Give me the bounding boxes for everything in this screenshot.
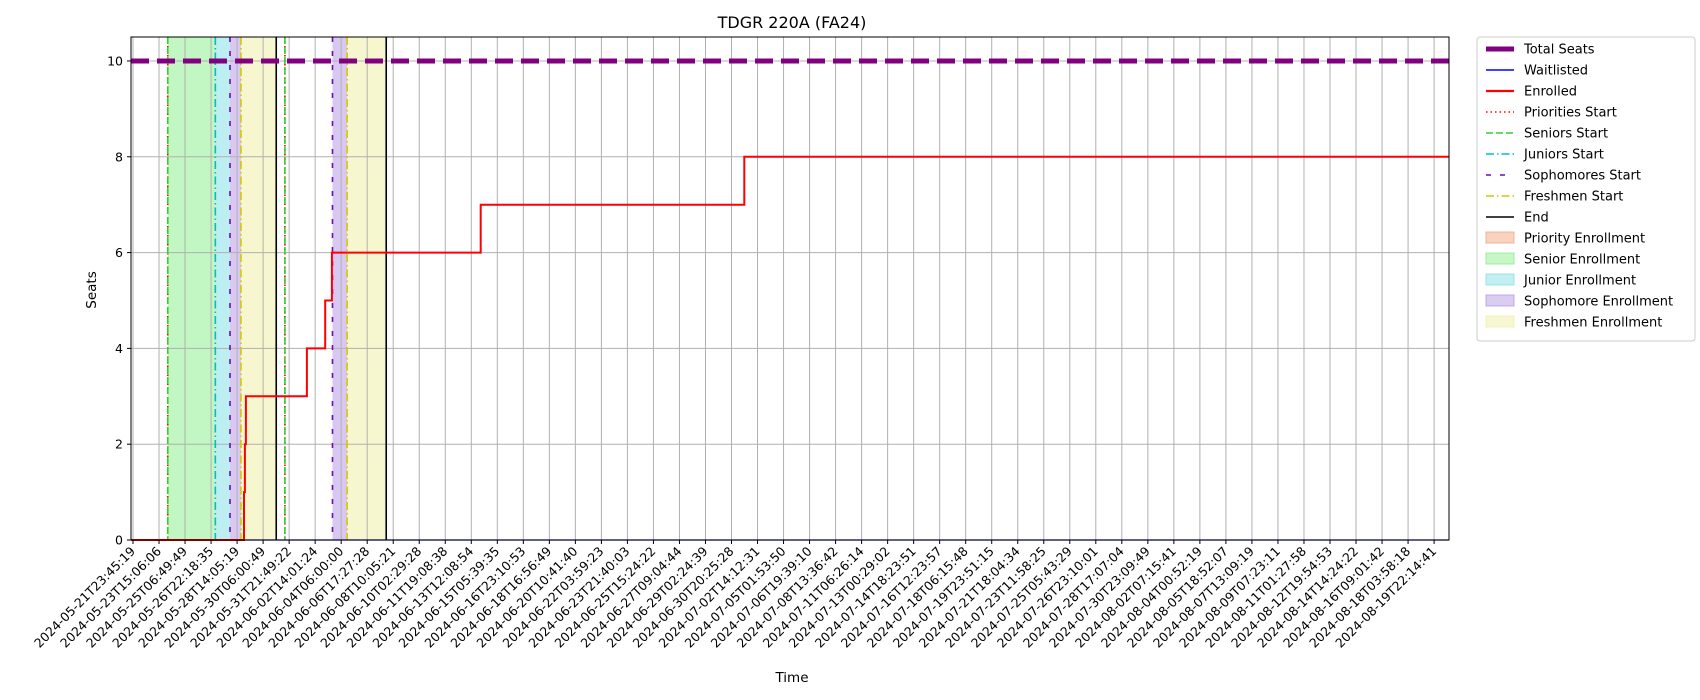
legend-label-end: End (1524, 211, 1549, 226)
legend-label-waitlisted: Waitlisted (1524, 64, 1588, 79)
region-freshmen-enrollment-0 (240, 37, 277, 540)
legend-label-seniors-start: Seniors Start (1524, 127, 1608, 142)
x-axis-title: Time (774, 670, 808, 686)
grid-lines (131, 37, 1449, 541)
legend-swatch-senior-enrollment (1485, 252, 1515, 265)
y-tick-label-0: 0 (115, 533, 123, 548)
legend-label-priority-enrollment: Priority Enrollment (1524, 232, 1645, 247)
legend-swatch-sophomore-enrollment (1485, 294, 1515, 307)
region-senior-enrollment-0 (167, 37, 216, 540)
y-tick-label-2: 2 (115, 437, 123, 452)
enrollment-regions (167, 37, 387, 540)
y-tick-label-4: 4 (115, 341, 123, 356)
legend-swatch-freshmen-enrollment (1485, 315, 1515, 328)
legend: Total Seats Waitlisted Enrolled Priorities … (1476, 36, 1696, 342)
y-axis-ticks: 0 2 4 6 8 10 (107, 53, 131, 548)
y-tick-label-8: 8 (115, 149, 123, 164)
legend-label-sophomore-enrollment: Sophomore Enrollment (1524, 295, 1673, 310)
legend-label-junior-enrollment: Junior Enrollment (1523, 274, 1636, 289)
chart-title: TDGR 220A (FA24) (717, 13, 867, 32)
legend-label-enrolled: Enrolled (1524, 85, 1577, 100)
data-series (131, 58, 1449, 541)
region-freshmen-enrollment-1 (347, 37, 387, 540)
y-tick-label-10: 10 (107, 53, 123, 68)
region-junior-enrollment-0 (215, 37, 230, 540)
legend-swatch-priority-enrollment (1485, 231, 1515, 244)
region-sophomore-enrollment-0 (229, 37, 241, 540)
legend-label-freshmen-start: Freshmen Start (1524, 190, 1623, 205)
plot-frame (130, 36, 1450, 541)
legend-label-senior-enrollment: Senior Enrollment (1524, 253, 1640, 268)
legend-swatch-junior-enrollment (1485, 273, 1515, 286)
legend-label-sophomores-start: Sophomores Start (1524, 169, 1641, 184)
region-sophomore-enrollment-1 (332, 37, 348, 540)
y-tick-label-6: 6 (115, 245, 123, 260)
x-axis-ticks: 2024-05-21T23:45:192024-05-23T15:06:0620… (31, 540, 1439, 651)
legend-label-total-seats: Total Seats (1523, 43, 1595, 58)
legend-label-freshmen-enrollment: Freshmen Enrollment (1524, 316, 1662, 331)
legend-box (1476, 36, 1696, 342)
y-axis-title: Seats (84, 271, 100, 308)
event-lines (166, 37, 388, 540)
legend-label-priorities-start: Priorities Start (1524, 106, 1617, 121)
legend-label-juniors-start: Juniors Start (1523, 148, 1604, 163)
series-enrolled (131, 155, 1449, 541)
